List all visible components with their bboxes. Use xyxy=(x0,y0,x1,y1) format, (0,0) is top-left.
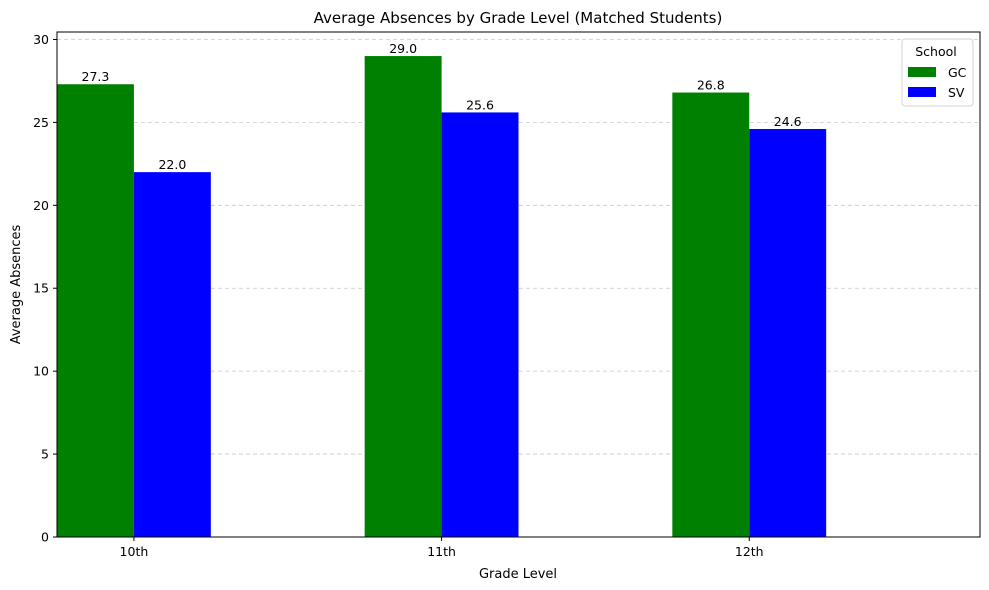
plot-frame xyxy=(56,31,981,538)
legend: School GC SV xyxy=(901,38,974,107)
bar-labels: 27.3 22.0 29.0 25.6 26.8 24.6 xyxy=(82,41,802,172)
chart-title: Average Absences by Grade Level (Matched… xyxy=(314,9,723,27)
y-axis-ticks: 0 5 10 15 20 25 30 xyxy=(33,32,57,545)
x-tick-label: 11th xyxy=(427,544,456,559)
x-axis-ticks: 10th 11th 12th xyxy=(120,537,764,559)
legend-label-gc: GC xyxy=(948,65,967,80)
y-tick-label: 0 xyxy=(41,530,49,545)
bar-value-label: 22.0 xyxy=(158,157,186,172)
bar-value-label: 25.6 xyxy=(466,97,494,112)
bars xyxy=(57,56,827,538)
legend-swatch-sv xyxy=(908,87,936,97)
y-tick-label: 20 xyxy=(33,198,49,213)
bar-value-label: 29.0 xyxy=(389,41,417,56)
legend-title: School xyxy=(915,44,957,59)
y-tick-label: 30 xyxy=(33,32,49,47)
y-tick-label: 25 xyxy=(33,115,49,130)
bar-value-label: 26.8 xyxy=(697,78,725,93)
y-tick-label: 10 xyxy=(33,364,49,379)
legend-swatch-gc xyxy=(908,67,936,77)
bar-sv-11th xyxy=(441,112,519,537)
y-tick-label: 15 xyxy=(33,281,49,296)
bar-sv-10th xyxy=(133,172,211,537)
bar-gc-12th xyxy=(672,92,750,537)
bar-value-label: 27.3 xyxy=(82,69,110,84)
y-axis-title: Average Absences xyxy=(9,224,24,344)
bar-value-label: 24.6 xyxy=(774,114,802,129)
legend-label-sv: SV xyxy=(948,85,965,100)
y-tick-label: 5 xyxy=(41,447,49,462)
bar-gc-10th xyxy=(57,84,134,537)
x-tick-label: 12th xyxy=(735,544,764,559)
x-axis-title: Grade Level xyxy=(479,567,557,582)
bar-gc-11th xyxy=(364,56,442,538)
bar-sv-12th xyxy=(749,129,827,537)
x-tick-label: 10th xyxy=(120,544,149,559)
